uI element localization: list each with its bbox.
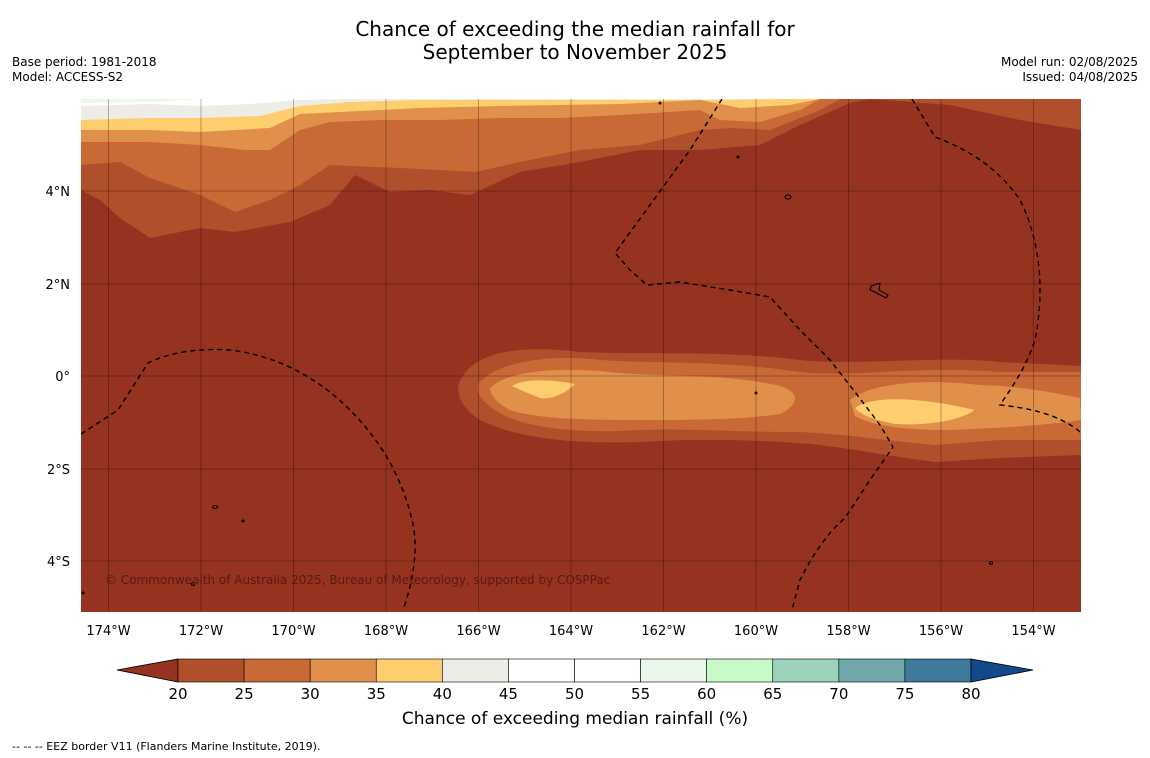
island	[81, 591, 85, 595]
lon-label: 164°W	[549, 624, 593, 639]
colorbar-tick-label: 45	[499, 685, 518, 700]
base-period-label: Base period: 1981-2018	[12, 55, 157, 69]
lon-label: 174°W	[86, 624, 130, 639]
lon-label: 158°W	[826, 624, 870, 639]
lat-label: 4°N	[46, 185, 71, 200]
colorbar-tick-label: 35	[367, 685, 386, 700]
colorbar-cell	[508, 658, 575, 683]
island	[658, 101, 662, 105]
north-band-55-60	[81, 99, 200, 103]
island	[869, 282, 889, 299]
colorbar-tick-label: 40	[433, 685, 452, 700]
colorbar-cell	[772, 658, 840, 683]
eez-border-west	[81, 348, 416, 611]
lon-label: 172°W	[179, 624, 223, 639]
colorbar-cell	[442, 658, 509, 683]
colorbar-cells	[177, 658, 972, 683]
colorbar-tick-label: 65	[763, 685, 782, 700]
lat-label: 4°S	[47, 555, 70, 570]
graticule	[81, 99, 1081, 612]
colorbar-tick-label: 30	[301, 685, 320, 700]
colorbar-cell	[838, 658, 906, 683]
lon-label: 154°W	[1011, 624, 1055, 639]
map-area[interactable]: © Commonwealth of Australia 2025, Bureau…	[81, 99, 1081, 612]
north-band-40-45	[81, 99, 780, 120]
islands	[81, 101, 993, 595]
colorbar-cell	[640, 658, 707, 683]
island	[784, 194, 792, 200]
island	[241, 519, 245, 523]
lat-label: 2°N	[46, 278, 71, 293]
title-line-2: September to November 2025	[422, 40, 728, 64]
eez-footnote: -- -- -- EEZ border V11 (Flanders Marine…	[12, 740, 321, 753]
colorbar-cell	[904, 658, 972, 683]
colorbar-cell	[375, 658, 443, 683]
latitude-labels: 4°N 2°N 0° 2°S 4°S	[46, 185, 71, 570]
lat-label: 0°	[55, 370, 70, 385]
lon-label: 166°W	[456, 624, 500, 639]
lon-label: 156°W	[919, 624, 963, 639]
equatorial-band-35-40	[512, 380, 575, 399]
eez-border-central	[614, 99, 894, 611]
colorbar-cell	[243, 658, 311, 683]
colorbar-tick-label: 60	[697, 685, 716, 700]
colorbar-tick-label: 55	[631, 685, 650, 700]
lon-label: 160°W	[734, 624, 778, 639]
colorbar-tick-label: 75	[895, 685, 914, 700]
colorbar-tick-label: 70	[829, 685, 848, 700]
equatorial-band-35-40-east	[855, 399, 975, 425]
map-figure: © Commonwealth of Australia 2025, Bureau…	[46, 99, 1081, 700]
colorbar-title: Chance of exceeding median rainfall (%)	[401, 709, 749, 729]
copyright-text: © Commonwealth of Australia 2025, Bureau…	[105, 573, 610, 587]
island	[736, 155, 740, 159]
longitude-labels: 174°W 172°W 170°W 168°W 166°W 164°W 162°…	[86, 624, 1055, 639]
chart-title: Chance of exceeding the median rainfall …	[0, 18, 1150, 64]
colorbar-cell	[309, 658, 377, 683]
island	[754, 391, 758, 395]
colorbar-cell	[177, 658, 245, 683]
lat-label: 2°S	[47, 463, 70, 478]
lon-label: 168°W	[364, 624, 408, 639]
colorbar-under-arrow	[116, 658, 179, 683]
island	[212, 505, 218, 509]
lon-label: 170°W	[271, 624, 315, 639]
colorbar-tick-label: 50	[565, 685, 584, 700]
metadata-left: Base period: 1981-2018 Model: ACCESS-S2	[12, 55, 157, 85]
eez-borders	[81, 99, 1081, 611]
title-line-1: Chance of exceeding the median rainfall …	[355, 17, 795, 41]
colorbar-over-arrow	[970, 658, 1034, 683]
island	[989, 561, 993, 565]
colorbar-cell	[706, 658, 774, 683]
colorbar-tick-labels: 20 25 30 35 40 45 50 55 60 65 70 75 80	[168, 685, 980, 700]
lon-label: 162°W	[641, 624, 685, 639]
colorbar-cell	[574, 658, 641, 683]
equatorial-band-30-35	[490, 369, 795, 420]
colorbar-tick-label: 80	[961, 685, 980, 700]
eez-border-east	[911, 99, 1081, 433]
model-label: Model: ACCESS-S2	[12, 70, 124, 84]
metadata-right: Model run: 02/08/2025 Issued: 04/08/2025	[1001, 55, 1138, 85]
colorbar-tick-label: 25	[235, 685, 254, 700]
model-run-label: Model run: 02/08/2025	[1000, 55, 1138, 69]
colorbar: 20 25 30 35 40 45 50 55 60 65 70 75 80	[116, 658, 1034, 700]
issued-label: Issued: 04/08/2025	[1022, 70, 1138, 84]
island	[191, 582, 195, 586]
colorbar-tick-label: 20	[168, 685, 187, 700]
